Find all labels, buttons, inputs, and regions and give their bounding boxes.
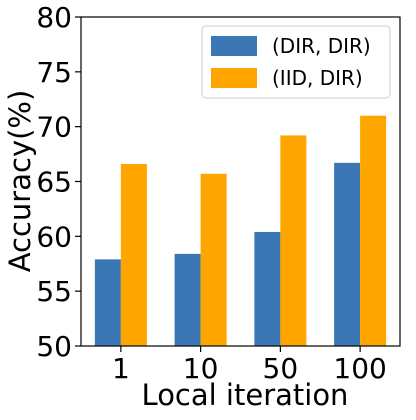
bar-s1-10 bbox=[200, 173, 227, 346]
bar-s0-50 bbox=[254, 231, 281, 346]
y-tick-label: 65 bbox=[36, 166, 72, 199]
x-tick-label: 50 bbox=[263, 352, 299, 385]
legend-label-dir-dir: (DIR, DIR) bbox=[272, 34, 371, 58]
x-axis-label: Local iteration bbox=[142, 378, 349, 412]
y-tick-label: 70 bbox=[36, 111, 72, 144]
bars-layer bbox=[94, 115, 387, 346]
y-tick-label: 80 bbox=[36, 1, 72, 34]
x-tick-label: 1 bbox=[112, 352, 130, 385]
bar-s1-50 bbox=[280, 135, 307, 346]
bar-s1-1 bbox=[120, 163, 147, 346]
y-axis-label: Accuracy(%) bbox=[3, 90, 37, 273]
bar-s0-10 bbox=[174, 253, 201, 346]
ticks-layer: 50 55 60 65 70 75 80 1 10 50 100 bbox=[36, 1, 386, 385]
y-tick-label: 60 bbox=[36, 220, 72, 253]
y-tick-label: 75 bbox=[36, 56, 72, 89]
y-tick-label: 55 bbox=[36, 275, 72, 308]
x-tick-label: 10 bbox=[183, 352, 219, 385]
bar-s1-100 bbox=[360, 115, 387, 346]
y-tick-label: 50 bbox=[36, 330, 72, 363]
legend-label-iid-dir: (IID, DIR) bbox=[272, 66, 363, 90]
bar-s0-100 bbox=[334, 162, 361, 346]
legend-swatch-iid-dir bbox=[211, 68, 257, 88]
legend: (DIR, DIR) (IID, DIR) bbox=[201, 25, 391, 99]
x-tick-label: 100 bbox=[333, 352, 386, 385]
legend-swatch-dir-dir bbox=[211, 36, 257, 56]
bar-s0-1 bbox=[94, 259, 121, 346]
